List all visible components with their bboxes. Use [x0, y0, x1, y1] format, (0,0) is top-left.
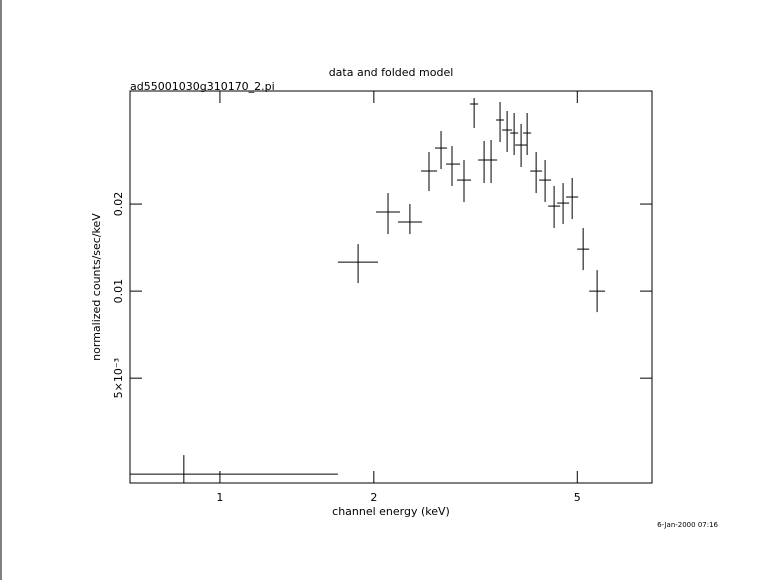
y-tick-label: 0.02 [112, 192, 125, 217]
x-tick-label: 5 [574, 491, 581, 504]
y-tick-label: 0.01 [112, 279, 125, 304]
plot-frame [129, 90, 653, 484]
y-axis-label: normalized counts/sec/keV [90, 213, 103, 361]
timestamp: 6-Jan-2000 07:16 [657, 521, 718, 529]
chart-title: data and folded model [329, 66, 454, 79]
x-axis-label: channel energy (keV) [332, 505, 450, 518]
y-tick-label: 5×10⁻³ [112, 358, 125, 398]
chart-subtitle: ad55001030g310170_2.pi [130, 80, 275, 93]
x-tick-label: 1 [216, 491, 223, 504]
x-tick-label: 2 [370, 491, 377, 504]
